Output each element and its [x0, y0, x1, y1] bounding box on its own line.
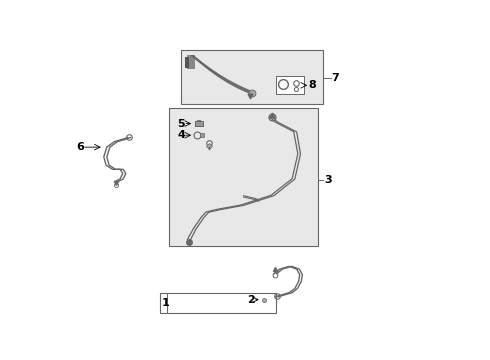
Text: 6: 6	[76, 142, 84, 152]
Bar	[181, 50, 323, 104]
Bar	[160, 293, 276, 314]
Bar	[170, 108, 318, 246]
Bar	[185, 57, 189, 68]
Bar	[187, 55, 195, 69]
Text: 7: 7	[332, 73, 340, 83]
Text: 4: 4	[177, 130, 185, 140]
Text: 5: 5	[177, 118, 185, 129]
Text: 1: 1	[162, 298, 170, 308]
Bar	[196, 121, 203, 126]
Bar	[276, 76, 304, 94]
Text: 8: 8	[308, 80, 316, 90]
Text: 2: 2	[247, 294, 255, 305]
Bar	[197, 120, 201, 121]
Text: 3: 3	[324, 175, 332, 185]
